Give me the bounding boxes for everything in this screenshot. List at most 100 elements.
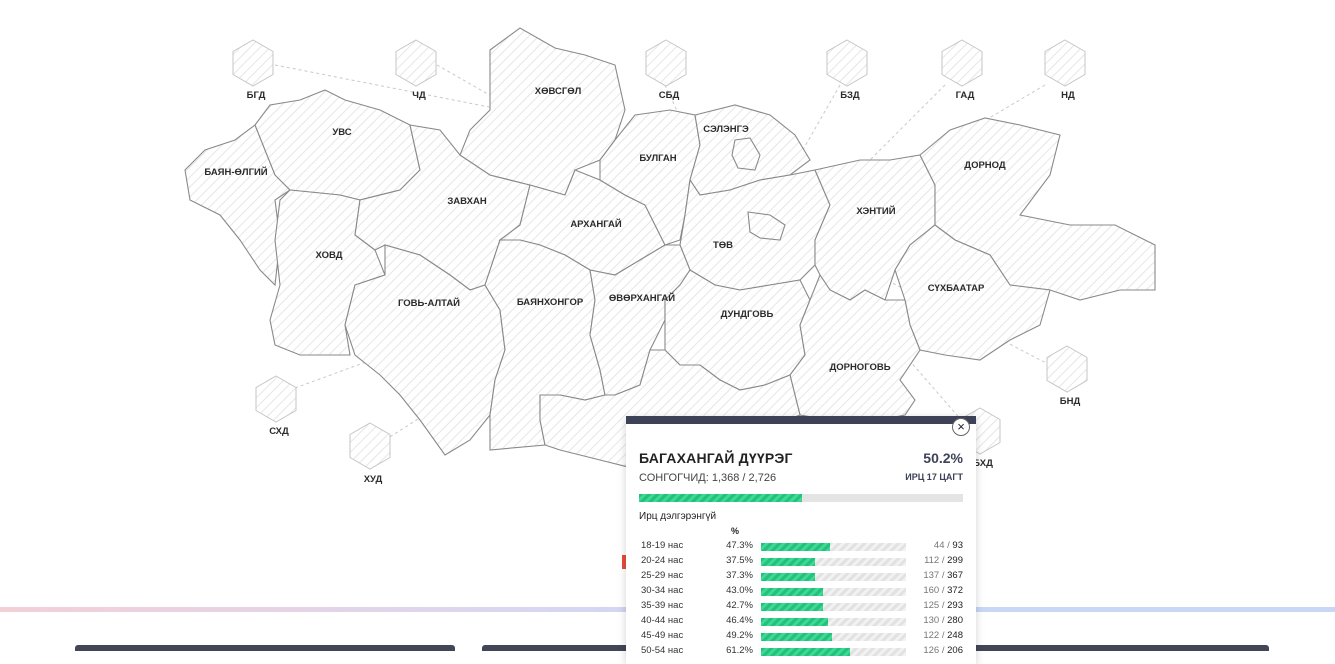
age-count: 137 / 367: [923, 570, 963, 581]
age-total: 372: [947, 585, 963, 596]
region-ulaanbaatar[interactable]: [747, 211, 786, 241]
district-hex-nd[interactable]: НД: [1044, 39, 1086, 101]
age-total: 293: [947, 600, 963, 611]
age-voted: 160: [923, 585, 940, 596]
district-hex-bnd[interactable]: БНД: [1046, 345, 1088, 407]
age-label: 30-34 нас: [641, 585, 684, 596]
age-percent: 37.3%: [726, 570, 753, 581]
age-progress-bar: [761, 588, 906, 596]
age-count: 122 / 248: [923, 630, 963, 641]
section-title: Ирц дэлгэрэнгүй: [639, 511, 717, 522]
age-label: 50-54 нас: [641, 645, 684, 656]
age-voted: 125: [923, 600, 940, 611]
age-total: 299: [947, 555, 963, 566]
age-row: 45-49 нас 49.2% 122 / 248: [641, 630, 963, 645]
age-row: 20-24 нас 37.5% 112 / 299: [641, 555, 963, 570]
age-label: 45-49 нас: [641, 630, 684, 641]
age-percent: 49.2%: [726, 630, 753, 641]
age-label: 35-39 нас: [641, 600, 684, 611]
turnout-progress-fill: [639, 494, 802, 502]
age-label: 20-24 нас: [641, 555, 684, 566]
age-progress-fill: [761, 618, 829, 626]
region-khovsgol[interactable]: [459, 27, 626, 196]
red-marker: [622, 555, 628, 569]
age-count: 126 / 206: [923, 645, 963, 656]
age-total: 248: [947, 630, 963, 641]
district-label-khud: ХУД: [364, 474, 383, 485]
age-total: 280: [947, 615, 963, 626]
district-label-sbd: СБД: [659, 90, 680, 101]
age-count: 160 / 372: [923, 585, 963, 596]
age-progress-bar: [761, 573, 906, 581]
age-count: 130 / 280: [923, 615, 963, 626]
age-percent: 37.5%: [726, 555, 753, 566]
age-voted: 130: [923, 615, 940, 626]
turnout-percent: 50.2%: [923, 450, 963, 466]
district-label-bgd: БГД: [247, 90, 266, 101]
region-umnugovi[interactable]: [539, 349, 801, 471]
age-progress-bar: [761, 558, 906, 566]
age-progress-fill: [761, 648, 850, 656]
pct-column-header: %: [731, 526, 740, 536]
district-hex-gad[interactable]: ГАД: [941, 39, 983, 101]
age-progress-fill: [761, 573, 816, 581]
district-hex-sbd[interactable]: СБД: [645, 39, 687, 101]
age-count: 44 / 93: [933, 540, 963, 551]
mongolia-map: БАЯН-ӨЛГИЙ УВС ХӨВСГӨЛ СЭЛЭНГЭ БУЛГАН ЗА…: [184, 27, 1156, 485]
region-govi-altai[interactable]: [344, 244, 506, 456]
age-row: 50-54 нас 61.2% 126 / 206: [641, 645, 963, 660]
age-progress-bar: [761, 648, 906, 656]
bottom-card-1: [75, 645, 455, 651]
age-row: 25-29 нас 37.3% 137 / 367: [641, 570, 963, 585]
age-count: 125 / 293: [923, 600, 963, 611]
age-percent: 42.7%: [726, 600, 753, 611]
district-label-bzd: БЗД: [840, 90, 860, 101]
age-row: 18-19 нас 47.3% 44 / 93: [641, 540, 963, 555]
popup-title: БАГАХАНГАЙ ДҮҮРЭГ: [639, 450, 793, 466]
age-voted: 126: [923, 645, 940, 656]
age-total: 93: [952, 540, 963, 551]
age-count: 112 / 299: [924, 555, 963, 566]
age-progress-bar: [761, 603, 906, 611]
district-hex-skhd[interactable]: СХД: [255, 375, 297, 437]
age-progress-bar: [761, 633, 906, 641]
age-progress-bar: [761, 543, 906, 551]
district-hex-bgd[interactable]: БГД: [232, 39, 274, 101]
region-dornogovi[interactable]: [789, 273, 921, 421]
age-label: 25-29 нас: [641, 570, 684, 581]
age-percent: 46.4%: [726, 615, 753, 626]
age-voted: 44: [933, 540, 945, 551]
age-voted: 122: [923, 630, 940, 641]
district-popup: × БАГАХАНГАЙ ДҮҮРЭГ СОНГОГЧИД: 1,368 / 2…: [626, 416, 976, 664]
district-hex-khud[interactable]: ХУД: [349, 422, 391, 485]
age-progress-fill: [761, 558, 816, 566]
age-row: 40-44 нас 46.4% 130 / 280: [641, 615, 963, 630]
age-label: 18-19 нас: [641, 540, 684, 551]
age-voted: 137: [923, 570, 940, 581]
age-row: 35-39 нас 42.7% 125 / 293: [641, 600, 963, 615]
age-percent: 47.3%: [726, 540, 753, 551]
district-label-gad: ГАД: [956, 90, 975, 101]
region-sukhbaatar[interactable]: [894, 224, 1051, 361]
district-hex-chd[interactable]: ЧД: [395, 39, 437, 101]
region-darkhan[interactable]: [731, 137, 761, 171]
age-voted: 112: [924, 555, 940, 566]
turnout-time: ИРЦ 17 ЦАГТ: [905, 472, 963, 482]
age-progress-fill: [761, 543, 830, 551]
aimag-regions: [184, 27, 1156, 471]
district-hexagons: БГД ЧД СБД БЗД ГАД НД БНД БХД: [232, 39, 1088, 485]
age-progress-fill: [761, 603, 823, 611]
close-icon[interactable]: ×: [952, 418, 970, 436]
district-label-bkhd: БХД: [973, 458, 993, 469]
age-progress-bar: [761, 618, 906, 626]
voters-count: СОНГОГЧИД: 1,368 / 2,726: [639, 472, 777, 484]
district-hex-bzd[interactable]: БЗД: [826, 39, 868, 101]
district-label-skhd: СХД: [269, 426, 289, 437]
age-progress-fill: [761, 588, 824, 596]
age-progress-fill: [761, 633, 833, 641]
age-total: 206: [947, 645, 963, 656]
turnout-progress-bar: [639, 494, 963, 502]
age-percent: 61.2%: [726, 645, 753, 656]
district-label-chd: ЧД: [412, 90, 426, 101]
age-total: 367: [947, 570, 963, 581]
